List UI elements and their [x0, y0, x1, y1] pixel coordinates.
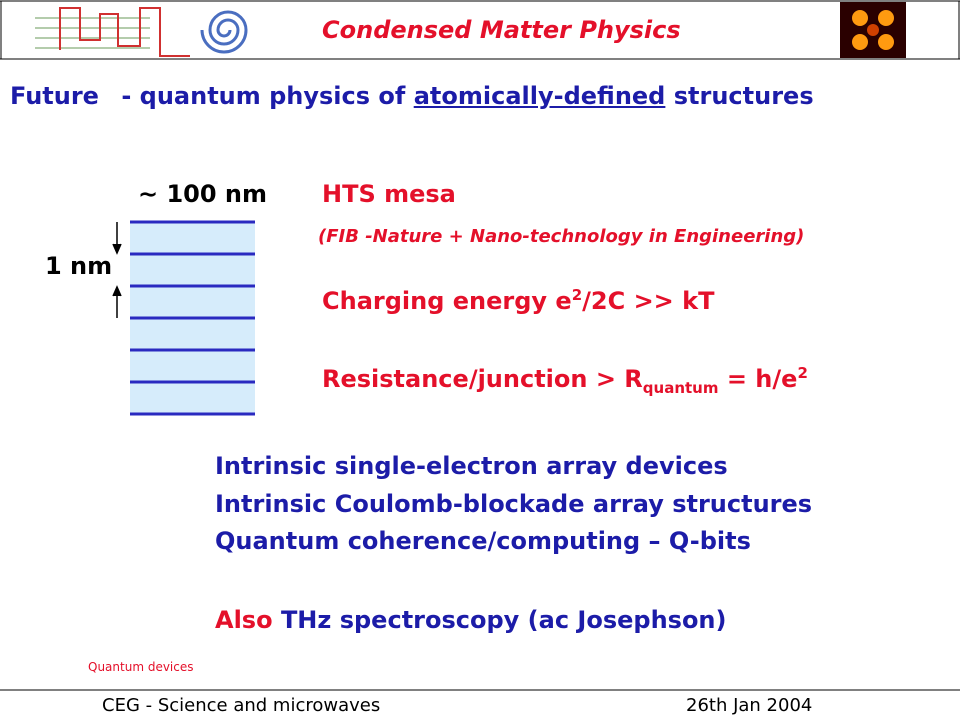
headline-text: structures	[673, 82, 814, 110]
text: Charging energy e	[322, 287, 572, 315]
text: = h/e	[718, 365, 798, 393]
text: Also	[215, 606, 273, 634]
logo-left	[30, 2, 255, 58]
logo-right	[840, 2, 906, 58]
superscript: 2	[797, 364, 808, 382]
footer-right: 26th Jan 2004	[686, 695, 813, 716]
headline-lead: Future	[10, 82, 99, 110]
also-line: Also THz spectroscopy (ac Josephson)	[215, 606, 726, 634]
list-item: Intrinsic single-electron array devices	[215, 452, 728, 480]
subscript: quantum	[642, 378, 719, 397]
headline-text: - quantum physics of	[121, 82, 406, 110]
headline-underlined: atomically-defined	[413, 82, 666, 110]
mesa-label: HTS mesa	[322, 180, 456, 208]
layer-stack	[130, 220, 255, 416]
headline: Future - quantum physics of atomically-d…	[10, 82, 814, 110]
footer-left: CEG - Science and microwaves	[102, 695, 381, 716]
text: Resistance/junction > R	[322, 365, 643, 393]
resistance: Resistance/junction > Rquantum = h/e2	[322, 364, 808, 397]
text: THz spectroscopy (ac Josephson)	[280, 606, 727, 634]
list-item: Intrinsic Coulomb-blockade array structu…	[215, 490, 813, 518]
charging-energy: Charging energy e2/2C >> kT	[322, 286, 714, 315]
note: Quantum devices	[88, 660, 194, 674]
superscript: 2	[571, 286, 583, 304]
text: /2C >> kT	[582, 287, 715, 315]
width-label: ∼ 100 nm	[138, 180, 268, 208]
dimension-arrows	[112, 222, 122, 318]
layer-label: 1 nm	[45, 252, 113, 280]
fib-note: (FIB -Nature + Nano-technology in Engine…	[318, 226, 805, 247]
slide-title: Condensed Matter Physics	[322, 16, 681, 44]
list-item: Quantum coherence/computing – Q-bits	[215, 527, 751, 555]
